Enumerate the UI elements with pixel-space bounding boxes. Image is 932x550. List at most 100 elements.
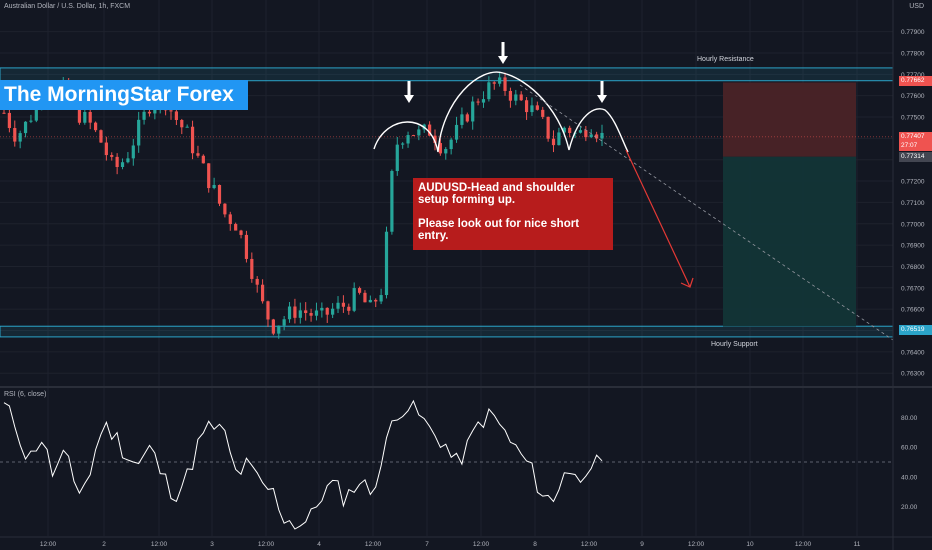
time-tick-label: 2 — [102, 541, 106, 548]
note-line-1: AUDUSD-Head and shoulder setup forming u… — [418, 182, 575, 206]
candle-body — [428, 124, 432, 136]
candle-body — [384, 231, 389, 296]
candle-body — [201, 155, 205, 164]
price-tick-label: 0.76300 — [901, 371, 925, 378]
price-label-current: 0.77407 — [899, 132, 932, 142]
time-tick-label: 4 — [317, 541, 321, 548]
price-tick-label: 0.77800 — [901, 50, 925, 57]
candle-body — [535, 105, 539, 110]
price-tick-label: 0.77000 — [901, 221, 925, 228]
candle-body — [217, 184, 222, 204]
candle-body — [234, 224, 238, 231]
candle-body — [347, 306, 351, 311]
candle-body — [34, 102, 38, 121]
candle-body — [519, 94, 523, 101]
price-label-upper: 0.77662 — [899, 76, 932, 86]
candle-body — [584, 130, 588, 138]
candle-body — [120, 162, 125, 168]
candle-body — [244, 234, 249, 259]
candle-body — [298, 310, 302, 318]
candle-body — [438, 143, 442, 154]
candle-body — [444, 149, 448, 154]
candle-body — [99, 130, 103, 143]
candle-body — [29, 120, 33, 122]
candle-body — [379, 295, 383, 302]
time-tick-label: 12:00 — [365, 541, 382, 548]
candle-body — [589, 134, 593, 138]
trade-note[interactable]: AUDUSD-Head and shoulder setup forming u… — [413, 178, 613, 250]
candle-body — [417, 129, 421, 136]
note-line-2: Please look out for nice short entry. — [418, 218, 580, 242]
down-arrow-head-icon — [404, 95, 414, 103]
candle-body — [503, 77, 507, 91]
candle-body — [266, 301, 270, 320]
candle-body — [207, 163, 211, 189]
candle-body — [271, 319, 275, 334]
head-shoulders-outline — [373, 71, 629, 153]
candle-body — [476, 101, 480, 103]
short-position-tool[interactable] — [0, 82, 893, 327]
candle-body — [401, 143, 405, 145]
candle-body — [83, 111, 87, 123]
time-tick-label: 11 — [854, 541, 861, 548]
price-tick-label: 0.76800 — [901, 264, 925, 271]
price-tick-label: 0.77700 — [901, 72, 925, 79]
candle-body — [498, 77, 502, 84]
candle-body — [530, 105, 534, 113]
level-zone — [0, 67, 894, 82]
candle-body — [568, 127, 572, 133]
head-and-shoulders-drawing[interactable] — [373, 42, 894, 341]
candle-body — [104, 142, 108, 156]
candle-body — [13, 128, 17, 142]
candle-body — [471, 101, 475, 122]
rsi-title: RSI (6, close) — [4, 391, 47, 398]
candle-body — [7, 112, 11, 129]
price-label-lower: 0.77314 — [899, 152, 932, 162]
candle-body — [23, 121, 28, 134]
candle-body — [88, 111, 92, 123]
candle-body — [180, 120, 184, 128]
candle-body — [557, 132, 561, 146]
candle-body — [314, 310, 319, 316]
down-arrow-head-icon — [498, 56, 508, 64]
candle-body — [368, 299, 372, 303]
candle-body — [514, 94, 518, 101]
candle-body — [465, 114, 469, 122]
candle-body — [110, 155, 114, 157]
candle-body — [174, 111, 178, 121]
candle-body — [449, 139, 453, 150]
candle-body — [239, 230, 243, 235]
candle-body — [282, 319, 286, 326]
resistance-label: Hourly Resistance — [697, 56, 754, 63]
time-tick-label: 12:00 — [795, 541, 812, 548]
price-tick-label: 0.77600 — [901, 93, 925, 100]
candle-body — [190, 126, 195, 154]
candle-body — [228, 214, 232, 225]
price-tick-label: 0.76900 — [901, 243, 925, 250]
rsi-line — [3, 399, 603, 530]
candle-body — [147, 111, 152, 114]
candle-body — [277, 325, 281, 334]
candle-body — [546, 116, 550, 139]
candle-body — [406, 135, 410, 144]
candle-body — [223, 203, 227, 215]
price-tick-label: 0.76600 — [901, 307, 925, 314]
candle-body — [352, 288, 356, 311]
time-tick-label: 12:00 — [581, 541, 598, 548]
stop-loss-zone — [723, 82, 856, 157]
candle-body — [454, 124, 459, 140]
candle-body — [2, 112, 6, 114]
candle-body — [115, 156, 119, 168]
candle-body — [260, 284, 265, 302]
price-tick-label: 0.77900 — [901, 29, 925, 36]
candle-body — [508, 90, 513, 101]
candle-body — [487, 82, 491, 100]
candle-body — [309, 313, 313, 316]
brand-banner: The MorningStar Forex — [0, 80, 248, 110]
price-tick-label: 0.76700 — [901, 285, 925, 292]
candle-body — [578, 130, 583, 133]
price-tick-label: 0.76400 — [901, 349, 925, 356]
rsi-tick-label: 60.00 — [901, 445, 918, 452]
